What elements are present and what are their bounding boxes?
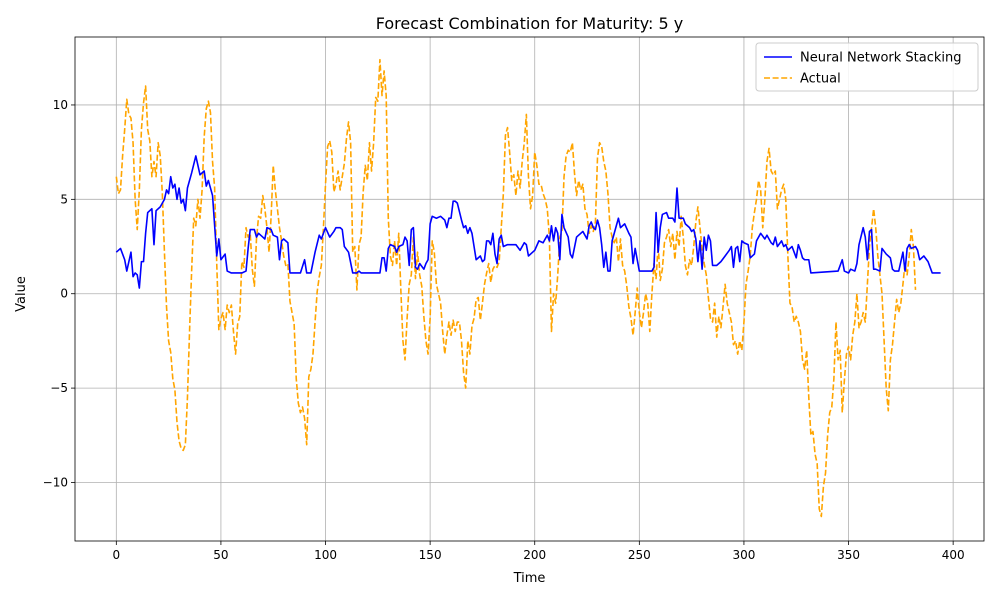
y-tick-label: 0	[60, 287, 68, 301]
x-tick-label: 100	[314, 548, 337, 562]
x-tick-label: 300	[732, 548, 755, 562]
x-tick-label: 250	[628, 548, 651, 562]
x-axis-ticks: 0 50 100 150 200 250 300 350 400	[112, 541, 965, 562]
x-tick-label: 350	[837, 548, 860, 562]
chart-title: Forecast Combination for Maturity: 5 y	[376, 14, 684, 33]
x-axis-label: Time	[513, 571, 546, 586]
legend-label: Neural Network Stacking	[800, 51, 962, 66]
x-tick-label: 150	[419, 548, 442, 562]
y-tick-label: 10	[53, 98, 68, 112]
x-tick-label: 400	[942, 548, 965, 562]
legend: Neural Network Stacking Actual	[755, 42, 979, 92]
y-tick-label: −10	[43, 475, 68, 489]
series-line-neural-network-stacking	[115, 155, 941, 289]
y-axis-label: Value	[14, 276, 29, 312]
legend-label: Actual	[800, 72, 841, 87]
y-tick-label: −5	[50, 381, 68, 395]
y-tick-label: 5	[60, 192, 68, 206]
legend-box	[755, 42, 979, 92]
x-tick-label: 0	[112, 548, 120, 562]
plot-frame	[74, 36, 985, 542]
x-tick-label: 50	[213, 548, 228, 562]
y-axis-ticks: −10 −5 0 5 10	[43, 98, 75, 489]
series-layer	[115, 58, 941, 518]
x-tick-label: 200	[523, 548, 546, 562]
